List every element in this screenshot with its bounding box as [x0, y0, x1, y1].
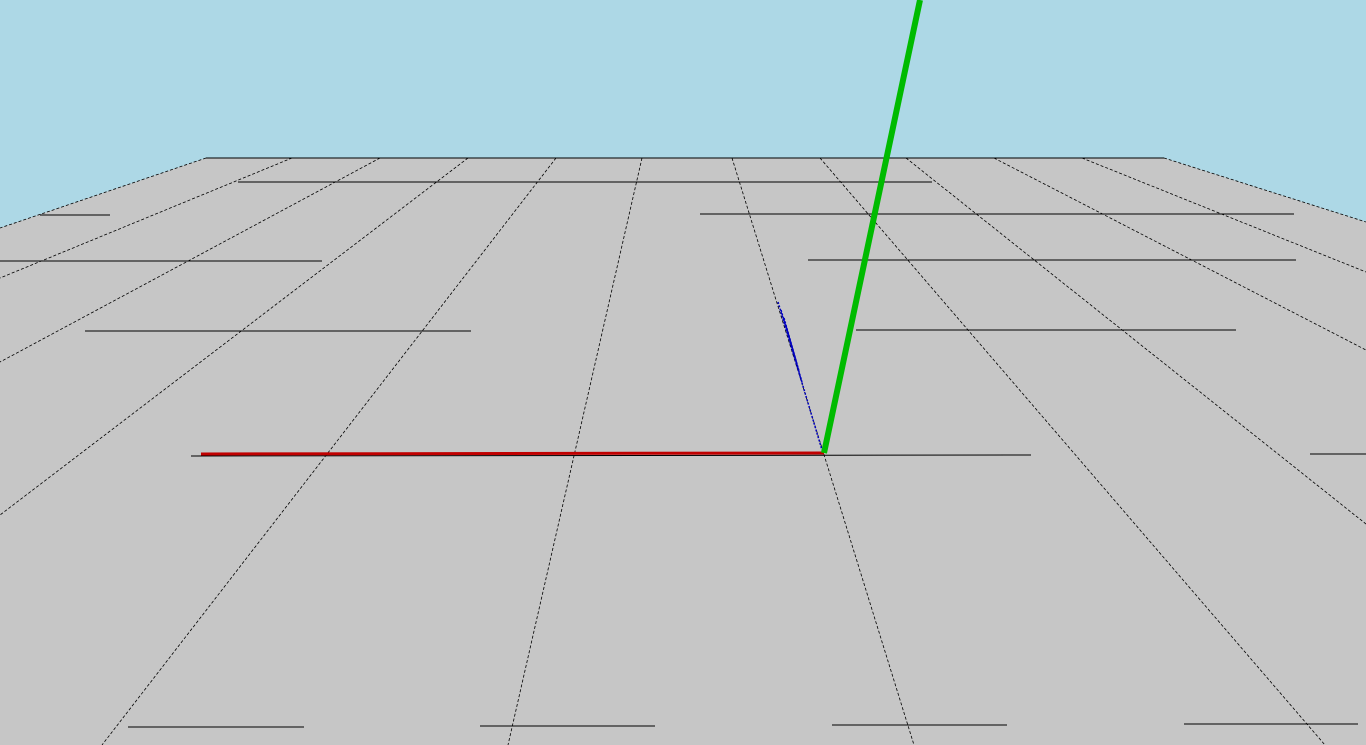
grid-line	[507, 157, 643, 745]
grid-line	[1163, 157, 1366, 223]
grid-converging-lines	[0, 157, 1366, 745]
grid-horizontal-segments	[0, 181, 1366, 728]
x-axis-line	[200, 451, 825, 456]
grid-line	[0, 157, 469, 516]
z-axis-line	[777, 301, 823, 451]
y-axis-line	[821, 0, 923, 454]
grid-line	[819, 157, 1326, 745]
grid-line	[0, 157, 207, 229]
grid-line	[0, 157, 381, 363]
grid-line	[101, 157, 557, 745]
z-axis-segment	[785, 325, 798, 365]
grid-segment	[190, 454, 1032, 457]
grid-line	[1081, 157, 1366, 273]
z-axis-segment	[783, 317, 800, 372]
ground-plane	[0, 158, 1366, 745]
grid-line	[905, 157, 1366, 525]
z-axis-segment	[777, 301, 823, 451]
grid-line	[0, 157, 293, 279]
